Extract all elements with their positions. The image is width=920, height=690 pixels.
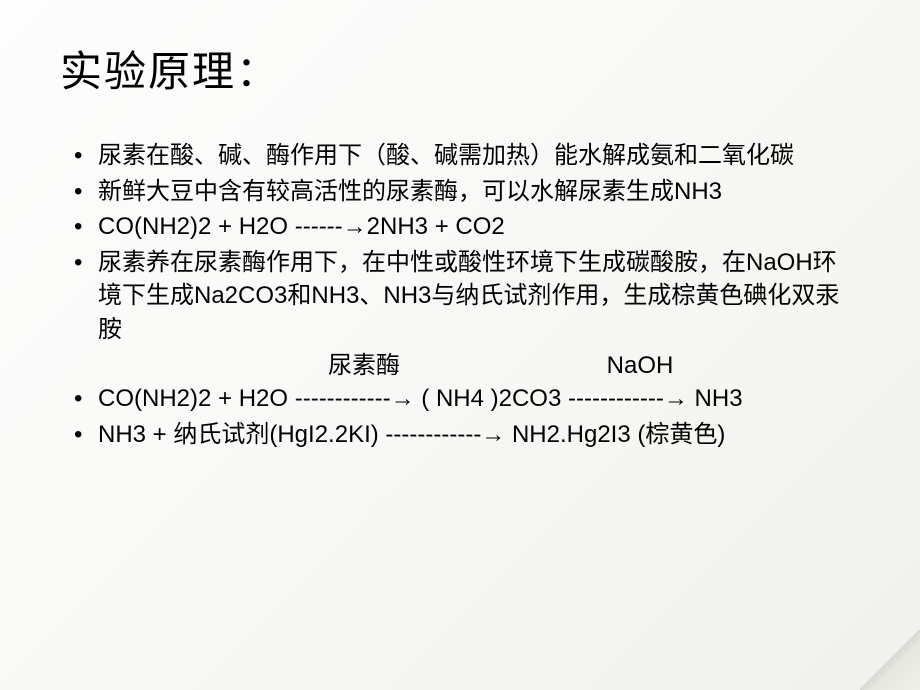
- slide-title: 实验原理：: [60, 38, 860, 99]
- bullet-list: 尿素在酸、碱、酶作用下（酸、碱需加热）能水解成氨和二氧化碳 新鲜大豆中含有较高活…: [70, 139, 860, 347]
- bullet-item: CO(NH2)2 + H2O ------→2NH3 + CO2: [70, 210, 860, 244]
- bullet-list-2: CO(NH2)2 + H2O ------------→ ( NH4 )2CO3…: [70, 382, 860, 451]
- reaction-labels: 尿素酶 NaOH: [70, 349, 860, 383]
- bullet-item: NH3 + 纳氏试剂(HgI2.2KI) ------------→ NH2.H…: [70, 418, 860, 452]
- bullet-item: 尿素养在尿素酶作用下，在中性或酸性环境下生成碳酸胺，在NaOH环境下生成Na2C…: [70, 246, 860, 347]
- naoh-label: NaOH: [607, 349, 674, 383]
- bullet-item: CO(NH2)2 + H2O ------------→ ( NH4 )2CO3…: [70, 382, 860, 416]
- slide-content: 尿素在酸、碱、酶作用下（酸、碱需加热）能水解成氨和二氧化碳 新鲜大豆中含有较高活…: [60, 139, 860, 451]
- bullet-item: 尿素在酸、碱、酶作用下（酸、碱需加热）能水解成氨和二氧化碳: [70, 139, 860, 173]
- corner-fold-decoration: [860, 630, 920, 690]
- slide-container: 实验原理： 尿素在酸、碱、酶作用下（酸、碱需加热）能水解成氨和二氧化碳 新鲜大豆…: [0, 0, 920, 483]
- urease-label: 尿素酶: [328, 349, 400, 383]
- bullet-item: 新鲜大豆中含有较高活性的尿素酶，可以水解尿素生成NH3: [70, 175, 860, 209]
